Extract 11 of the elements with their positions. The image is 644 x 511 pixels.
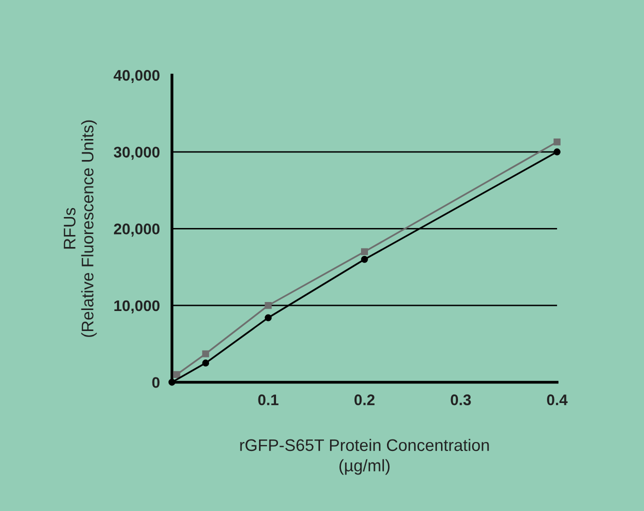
x-tick-label: 0.2 xyxy=(354,394,375,406)
y-tick-label: 40,000 xyxy=(114,70,160,84)
y-tick-label: 30,000 xyxy=(114,146,160,160)
y-axis-title: RFUs (Relative Fluorescence Units) xyxy=(64,120,97,337)
y-tick-label: 0 xyxy=(152,377,160,388)
x-axis-title: rGFP-S65T Protein Concentration (µg/ml) xyxy=(240,438,489,475)
x-tick-label: 0.3 xyxy=(450,394,471,406)
x-tick-label: 0.1 xyxy=(258,394,278,406)
x-tick-label: 0.4 xyxy=(547,394,568,406)
y-tick-label: 20,000 xyxy=(114,224,160,237)
y-tick-label: 10,000 xyxy=(114,300,160,314)
